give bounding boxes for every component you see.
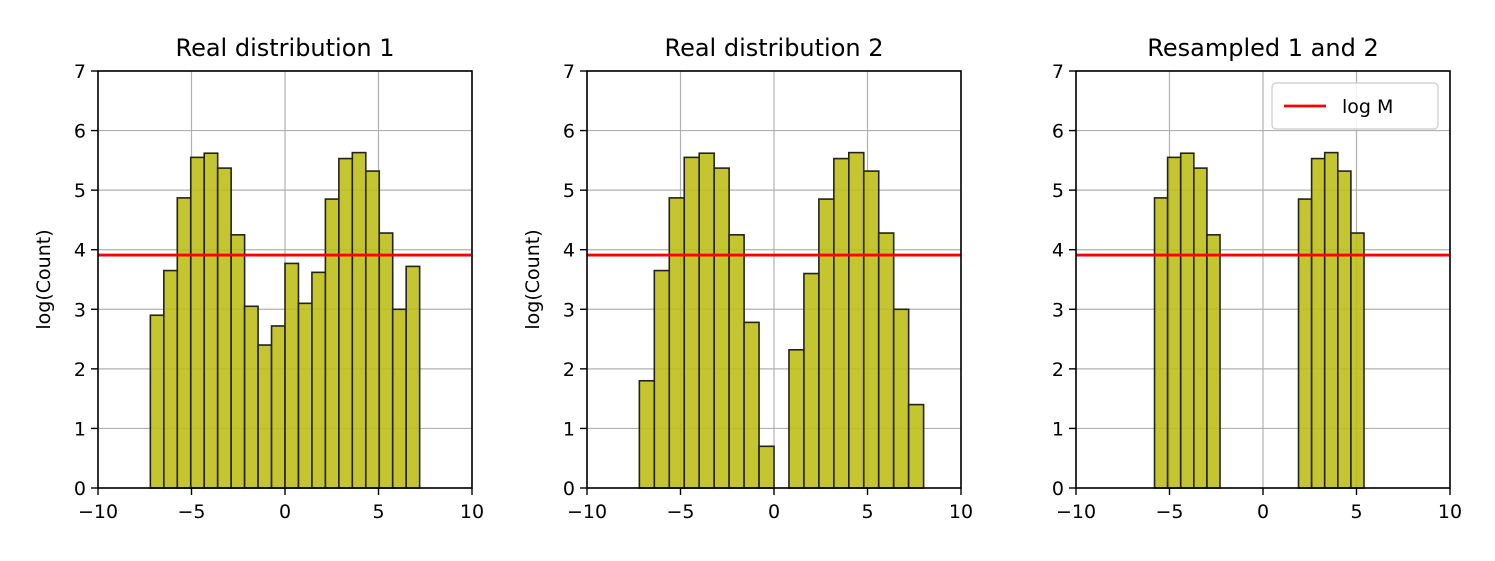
histogram-bar (638, 379, 656, 489)
histogram-bar (338, 157, 354, 489)
histogram-bar (833, 157, 850, 489)
x-tick-label: 5 (1350, 501, 1362, 523)
histogram-bar (311, 271, 327, 489)
histogram-bar (163, 269, 179, 489)
subplot-1: −10 −5 0 5 10 0 1 2 3 4 5 6 7 Real distribution 1 log(… (33, 34, 484, 523)
histogram-bar (270, 325, 286, 489)
y-tick-label: 7 (74, 61, 86, 83)
y-tick-label: 4 (1052, 240, 1064, 262)
y-tick-label: 6 (74, 121, 86, 143)
y-tick-label: 1 (74, 418, 86, 440)
x-tick-label: −10 (567, 501, 607, 523)
histogram-bar (1310, 157, 1326, 489)
x-tick-label: −5 (666, 501, 694, 523)
x-tick-label: 0 (768, 501, 780, 523)
histogram-bar (818, 198, 835, 489)
y-tick-label: 5 (563, 180, 575, 202)
histogram-bar (216, 167, 232, 489)
histogram-bar (698, 152, 715, 489)
histogram-bar (405, 265, 421, 489)
legend-label: log M (1342, 96, 1393, 118)
x-tick-label: 0 (279, 501, 291, 523)
histogram-bar (728, 234, 745, 489)
histogram-bar (1297, 198, 1313, 489)
y-tick-label: 4 (74, 240, 86, 262)
histogram-bar (297, 302, 313, 489)
histogram-bar (1166, 156, 1182, 489)
histogram-bar (391, 308, 407, 489)
y-tick-label: 5 (1052, 180, 1064, 202)
histogram-bar (243, 305, 259, 489)
histogram-bar (743, 321, 760, 489)
x-tick-label: 5 (861, 501, 873, 523)
histogram-bar (149, 314, 165, 489)
histogram-bar (176, 197, 192, 489)
histogram-bar (1153, 197, 1169, 489)
histogram-bar (907, 403, 925, 489)
histogram-bar (1337, 170, 1352, 489)
x-tick-label: −5 (1155, 501, 1183, 523)
y-tick-label: 7 (563, 61, 575, 83)
y-tick-label: 7 (1052, 61, 1064, 83)
x-tick-label: 10 (949, 501, 973, 523)
y-tick-label: 2 (563, 359, 575, 381)
subplot-3: −10 −5 0 5 10 0 1 2 3 4 5 6 7 Resampled 1 and 2 log M (1052, 34, 1462, 523)
chart-title: Real distribution 1 (175, 34, 394, 62)
histogram-bar (713, 167, 730, 489)
x-tick-label: 5 (372, 501, 384, 523)
x-tick-label: −10 (1056, 501, 1096, 523)
y-tick-label: 5 (74, 180, 86, 202)
chart-title: Resampled 1 and 2 (1147, 34, 1378, 62)
y-tick-label: 2 (1052, 359, 1064, 381)
histogram-bar (284, 262, 300, 489)
y-tick-label: 0 (563, 478, 575, 500)
histogram-bar (1193, 167, 1208, 489)
y-tick-label: 6 (1052, 121, 1064, 143)
x-tick-label: 10 (460, 501, 484, 523)
y-axis-label: log(Count) (522, 229, 544, 329)
y-tick-label: 3 (1052, 299, 1064, 321)
x-tick-label: −5 (177, 501, 205, 523)
histogram-bar (351, 151, 367, 489)
histogram-bar (758, 445, 775, 489)
histogram-bar (1323, 151, 1339, 489)
histogram-bar (877, 232, 895, 489)
x-tick-label: 0 (1257, 501, 1269, 523)
histogram-bar (378, 232, 394, 489)
y-tick-label: 0 (74, 478, 86, 500)
y-axis-label: log(Count) (33, 229, 55, 329)
histogram-bar (1206, 234, 1221, 489)
histogram-bar (1350, 232, 1365, 489)
y-tick-label: 3 (563, 299, 575, 321)
histogram-bar (189, 156, 206, 489)
legend-box (1271, 82, 1439, 130)
histogram-bar (364, 170, 381, 489)
chart-title: Real distribution 2 (664, 34, 883, 62)
histogram-bar (203, 152, 219, 489)
histogram-bar (324, 198, 340, 489)
histogram-bar (862, 170, 880, 489)
y-tick-label: 0 (1052, 478, 1064, 500)
histogram-bar (892, 308, 910, 489)
y-tick-label: 1 (563, 418, 575, 440)
x-tick-label: −10 (78, 501, 118, 523)
histogram-bar (788, 348, 805, 489)
histogram-bar (803, 272, 820, 489)
histogram-bar (230, 234, 246, 489)
subplot-2: −10 −5 0 5 10 0 1 2 3 4 5 6 7 Real distribution 2 log(… (522, 34, 973, 523)
legend: log M (1271, 82, 1439, 130)
y-tick-label: 2 (74, 359, 86, 381)
y-tick-label: 1 (1052, 418, 1064, 440)
y-tick-label: 6 (563, 121, 575, 143)
histogram-bar (653, 269, 671, 489)
histogram-bar (668, 197, 686, 489)
histogram-bar (1179, 152, 1195, 489)
y-tick-label: 3 (74, 299, 86, 321)
y-tick-label: 4 (563, 240, 575, 262)
histogram-bar (257, 344, 273, 489)
histogram-bar (847, 151, 865, 489)
histogram-bar (683, 156, 700, 489)
x-tick-label: 10 (1438, 501, 1462, 523)
